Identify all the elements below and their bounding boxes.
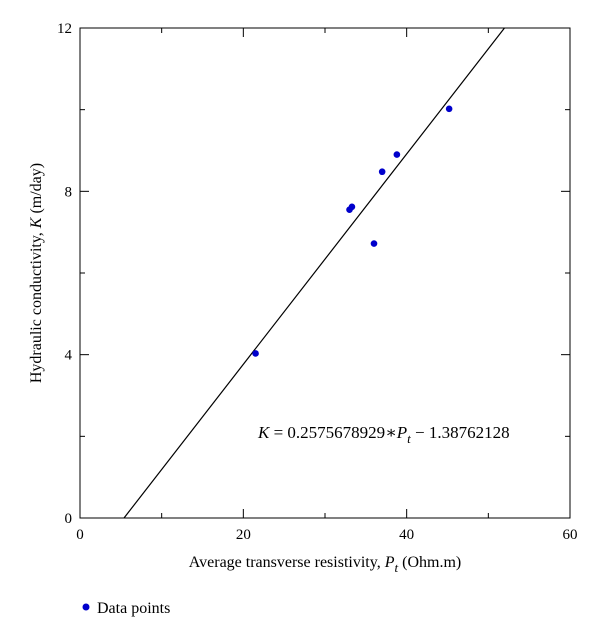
x-axis-label: Average transverse resistivity, Pt (Ohm.… bbox=[189, 554, 461, 575]
fit-line bbox=[123, 27, 505, 519]
data-point bbox=[445, 105, 453, 113]
y-tick-label: 0 bbox=[65, 511, 73, 527]
legend-marker bbox=[82, 603, 90, 611]
data-point bbox=[378, 168, 386, 176]
y-tick-label: 8 bbox=[65, 184, 73, 200]
axis-ticks: 0 20 40 60 0 4 8 12 bbox=[57, 21, 578, 543]
data-point bbox=[370, 240, 378, 247]
fit-equation: K = 0.2575678929∗Pt − 1.38762128 bbox=[257, 423, 510, 446]
data-point bbox=[348, 203, 356, 211]
y-tick-label: 4 bbox=[65, 348, 73, 364]
legend-label: Data points bbox=[97, 600, 170, 617]
data-point bbox=[393, 151, 401, 158]
data-points bbox=[252, 105, 453, 357]
y-axis-label: Hydraulic conductivity, K (m/day) bbox=[28, 163, 45, 383]
x-tick-label: 40 bbox=[399, 527, 414, 543]
x-tick-label: 0 bbox=[76, 527, 84, 543]
fit-line-group bbox=[123, 27, 505, 519]
plot-frame bbox=[79, 27, 571, 519]
legend: Data points bbox=[82, 600, 170, 617]
x-tick-label: 20 bbox=[236, 527, 251, 543]
data-point bbox=[252, 350, 259, 357]
x-tick-label: 60 bbox=[563, 527, 578, 543]
y-tick-label: 12 bbox=[57, 21, 72, 37]
